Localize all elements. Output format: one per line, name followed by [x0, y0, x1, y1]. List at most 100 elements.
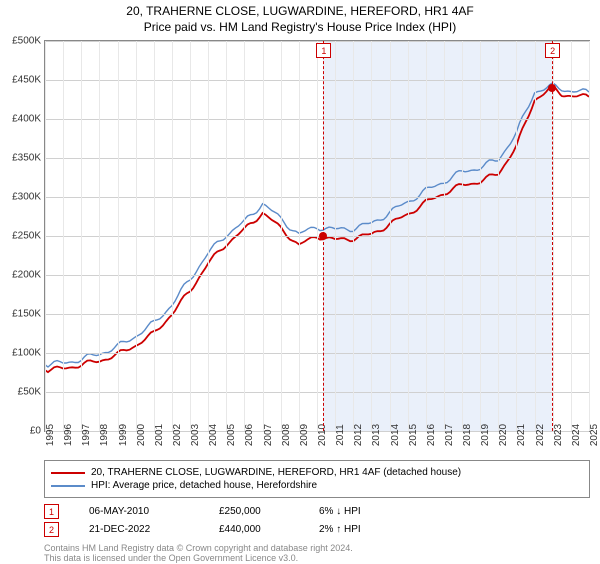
- vgridline: [426, 41, 427, 431]
- x-axis-label: 1998: [99, 424, 110, 446]
- x-axis-label: 2019: [480, 424, 491, 446]
- x-axis-label: 2007: [263, 424, 274, 446]
- vgridline: [63, 41, 64, 431]
- y-axis-label: £350K: [12, 153, 41, 164]
- vgridline: [390, 41, 391, 431]
- vgridline: [208, 41, 209, 431]
- y-axis-label: £200K: [12, 270, 41, 281]
- marker-dot: [548, 84, 556, 92]
- x-axis-label: 2003: [190, 424, 201, 446]
- vgridline: [317, 41, 318, 431]
- x-axis-label: 2013: [371, 424, 382, 446]
- vgridline: [226, 41, 227, 431]
- y-axis-label: £400K: [12, 114, 41, 125]
- transaction-delta: 2% ↑ HPI: [319, 524, 361, 535]
- x-axis-label: 2009: [299, 424, 310, 446]
- vgridline: [498, 41, 499, 431]
- transaction-date: 21-DEC-2022: [89, 524, 199, 535]
- y-axis-label: £50K: [18, 387, 41, 398]
- transaction-row: 2 21-DEC-2022 £440,000 2% ↑ HPI: [44, 522, 590, 537]
- x-axis-label: 2023: [553, 424, 564, 446]
- x-axis-label: 2016: [426, 424, 437, 446]
- y-axis-label: £250K: [12, 231, 41, 242]
- legend-label: HPI: Average price, detached house, Here…: [91, 480, 317, 491]
- vgridline: [589, 41, 590, 431]
- x-axis-label: 2008: [281, 424, 292, 446]
- vgridline: [172, 41, 173, 431]
- x-axis-label: 2020: [498, 424, 509, 446]
- vgridline: [516, 41, 517, 431]
- x-axis-label: 1997: [81, 424, 92, 446]
- chart-container: 20, TRAHERNE CLOSE, LUGWARDINE, HEREFORD…: [0, 4, 600, 564]
- transaction-date: 06-MAY-2010: [89, 506, 199, 517]
- vgridline: [81, 41, 82, 431]
- legend-label: 20, TRAHERNE CLOSE, LUGWARDINE, HEREFORD…: [91, 467, 461, 478]
- x-axis-label: 2017: [444, 424, 455, 446]
- vgridline: [154, 41, 155, 431]
- vgridline: [480, 41, 481, 431]
- vgridline: [371, 41, 372, 431]
- y-axis-label: £300K: [12, 192, 41, 203]
- vgridline: [462, 41, 463, 431]
- transaction-price: £250,000: [219, 506, 299, 517]
- footer-text: Contains HM Land Registry data © Crown c…: [44, 543, 590, 563]
- x-axis-label: 2012: [353, 424, 364, 446]
- vgridline: [353, 41, 354, 431]
- x-axis-label: 2021: [516, 424, 527, 446]
- vgridline: [190, 41, 191, 431]
- vgridline: [335, 41, 336, 431]
- x-axis-label: 2006: [244, 424, 255, 446]
- footer-line-2: This data is licensed under the Open Gov…: [44, 553, 590, 563]
- x-axis-label: 2014: [390, 424, 401, 446]
- chart-subtitle: Price paid vs. HM Land Registry's House …: [0, 20, 600, 34]
- vgridline: [281, 41, 282, 431]
- x-axis-label: 2018: [462, 424, 473, 446]
- transaction-marker: 1: [44, 504, 59, 519]
- x-axis-label: 2022: [535, 424, 546, 446]
- transaction-row: 1 06-MAY-2010 £250,000 6% ↓ HPI: [44, 504, 590, 519]
- legend-item: HPI: Average price, detached house, Here…: [51, 480, 583, 491]
- vgridline: [136, 41, 137, 431]
- x-axis-label: 2005: [226, 424, 237, 446]
- vgridline: [444, 41, 445, 431]
- marker-dot: [319, 232, 327, 240]
- vgridline: [408, 41, 409, 431]
- marker-box: 2: [545, 43, 560, 58]
- y-axis-label: £450K: [12, 75, 41, 86]
- legend-swatch: [51, 485, 85, 487]
- vgridline: [299, 41, 300, 431]
- chart-plot-area: £0£50K£100K£150K£200K£250K£300K£350K£400…: [44, 40, 590, 432]
- x-axis-label: 2011: [335, 424, 346, 446]
- x-axis-label: 1995: [45, 424, 56, 446]
- chart-title: 20, TRAHERNE CLOSE, LUGWARDINE, HEREFORD…: [0, 4, 600, 18]
- x-axis-label: 2000: [136, 424, 147, 446]
- legend: 20, TRAHERNE CLOSE, LUGWARDINE, HEREFORD…: [44, 460, 590, 498]
- transaction-price: £440,000: [219, 524, 299, 535]
- marker-line: [552, 41, 553, 431]
- x-axis-label: 2015: [408, 424, 419, 446]
- vgridline: [263, 41, 264, 431]
- vgridline: [535, 41, 536, 431]
- vgridline: [571, 41, 572, 431]
- x-axis-label: 2004: [208, 424, 219, 446]
- vgridline: [118, 41, 119, 431]
- transaction-delta: 6% ↓ HPI: [319, 506, 361, 517]
- x-axis-label: 2002: [172, 424, 183, 446]
- legend-swatch: [51, 472, 85, 474]
- x-axis-label: 2025: [589, 424, 600, 446]
- y-axis-label: £150K: [12, 309, 41, 320]
- y-axis-label: £500K: [12, 36, 41, 47]
- marker-box: 1: [316, 43, 331, 58]
- y-axis-label: £0: [30, 426, 41, 437]
- vgridline: [244, 41, 245, 431]
- x-axis-label: 1996: [63, 424, 74, 446]
- x-axis-label: 1999: [118, 424, 129, 446]
- legend-item: 20, TRAHERNE CLOSE, LUGWARDINE, HEREFORD…: [51, 467, 583, 478]
- transaction-rows: 1 06-MAY-2010 £250,000 6% ↓ HPI 2 21-DEC-2022…: [44, 504, 590, 537]
- transaction-marker: 2: [44, 522, 59, 537]
- vgridline: [99, 41, 100, 431]
- x-axis-label: 2001: [154, 424, 165, 446]
- footer-line-1: Contains HM Land Registry data © Crown c…: [44, 543, 590, 553]
- y-axis-label: £100K: [12, 348, 41, 359]
- x-axis-label: 2024: [571, 424, 582, 446]
